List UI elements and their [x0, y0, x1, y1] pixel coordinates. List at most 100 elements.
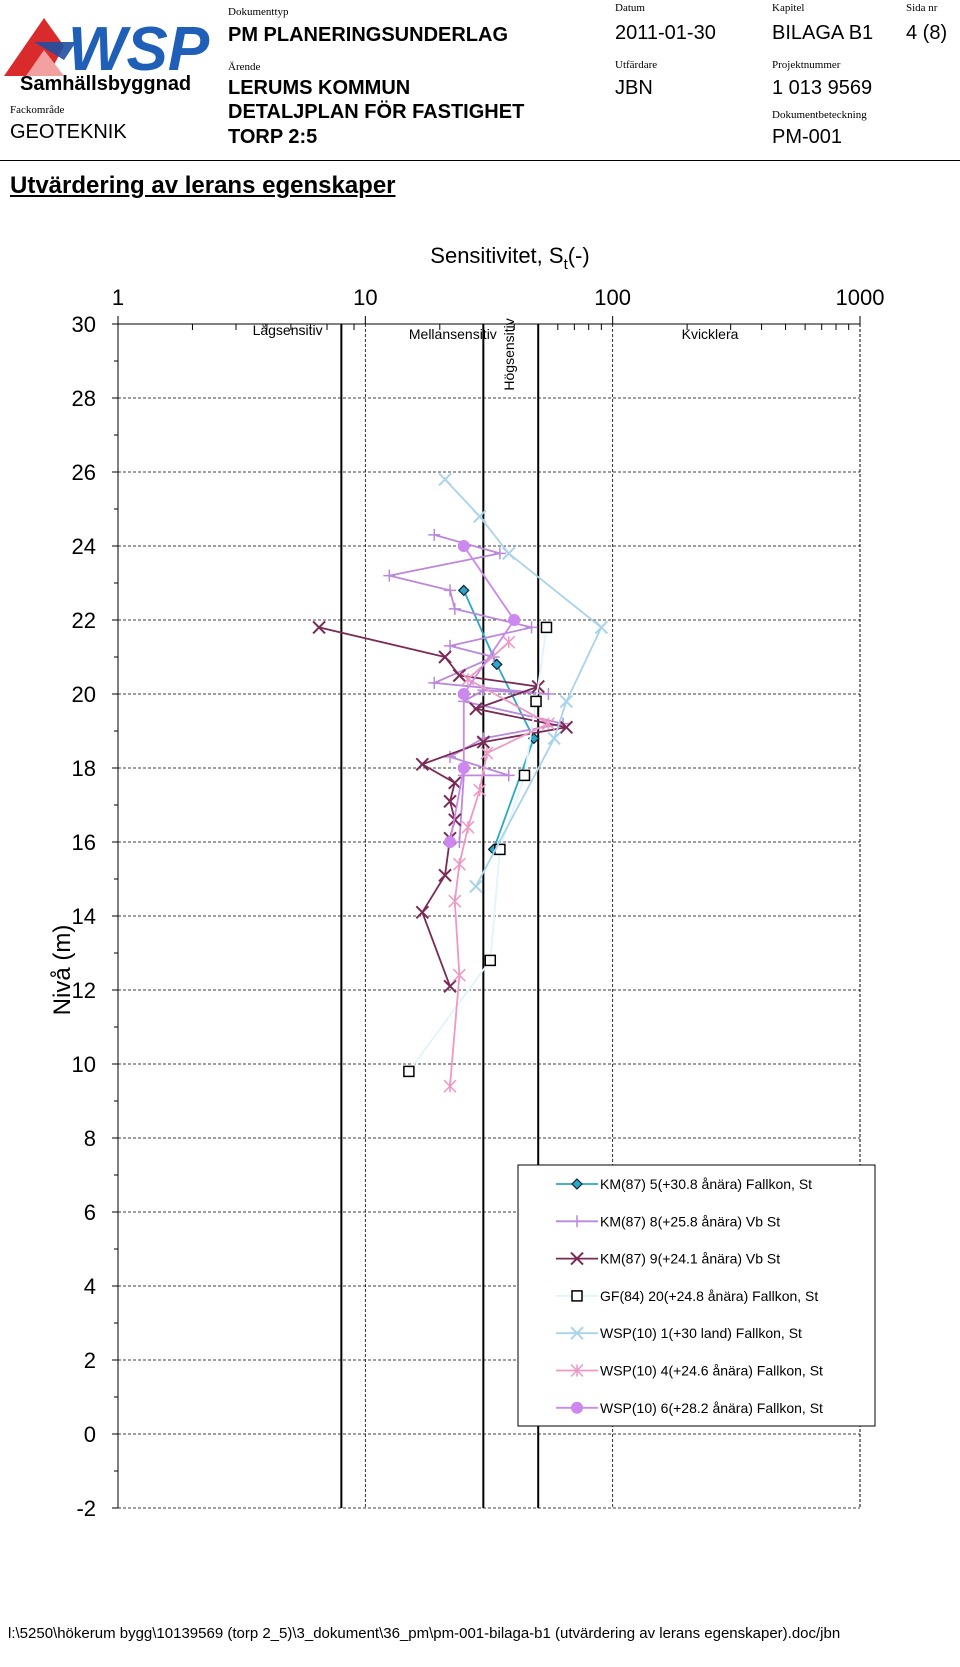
data-series	[403, 621, 553, 1078]
data-point	[457, 762, 470, 774]
data-point	[541, 717, 555, 731]
legend-entry: KM(87) 5(+30.8 ånära) Fallkon, St	[600, 1176, 812, 1192]
data-point	[473, 783, 487, 797]
data-point	[502, 635, 516, 649]
date-label: Datum	[615, 2, 645, 14]
data-point	[415, 757, 430, 772]
y-tick-label: 8	[84, 1126, 96, 1151]
chapter-label: Kapitel	[772, 2, 805, 14]
y-tick-label: 24	[72, 534, 96, 559]
subject-line-1: LERUMS KOMMUN	[228, 77, 411, 99]
file-path-footer: l:\5250\hökerum bygg\10139569 (torp 2_5)…	[8, 1625, 841, 1642]
data-point	[443, 794, 457, 809]
page-heading: Utvärdering av lerans egenskaper	[10, 172, 396, 199]
data-point	[444, 639, 457, 652]
legend-entry: KM(87) 8(+25.8 ånära) Vb St	[600, 1213, 780, 1229]
svg-text:WSP: WSP	[68, 15, 210, 80]
subject-line-2: DETALJPLAN FÖR FASTIGHET	[228, 101, 525, 123]
division-name: Samhällsbyggnad	[20, 73, 192, 95]
y-axis-label: Nivå (m)	[49, 925, 76, 1016]
data-point	[502, 546, 516, 561]
data-point	[438, 650, 452, 664]
legend-entry: WSP(10) 6(+28.2 ånära) Fallkon, St	[600, 1400, 823, 1416]
wsp-logo: WSP	[4, 15, 210, 80]
page-value: 4 (8)	[906, 22, 948, 44]
zone-label: Lågsensitiv	[253, 322, 323, 338]
series-line	[408, 627, 548, 1072]
data-point	[559, 694, 574, 709]
data-point	[428, 528, 441, 541]
y-tick-label: 0	[84, 1422, 96, 1447]
data-point	[443, 979, 457, 994]
y-tick-label: 20	[72, 682, 96, 707]
x-tick-label: 1000	[836, 285, 885, 310]
field-label: Fackområde	[10, 104, 65, 116]
data-point	[444, 750, 457, 763]
y-tick-label: 18	[72, 756, 96, 781]
data-point	[428, 676, 441, 689]
data-point	[480, 746, 494, 760]
data-point	[438, 868, 452, 883]
data-point	[594, 620, 609, 635]
doctype-value: PM PLANERINGSUNDERLAG	[228, 24, 509, 46]
data-point	[540, 621, 553, 634]
data-series	[444, 540, 521, 848]
x-tick-label: 1	[112, 285, 124, 310]
y-tick-label: 16	[72, 830, 96, 855]
data-point	[484, 954, 497, 967]
y-tick-label: 28	[72, 386, 96, 411]
data-point	[571, 1290, 583, 1302]
data-point	[559, 720, 574, 735]
data-point	[312, 620, 326, 635]
zone-label: Kvicklera	[682, 326, 739, 342]
zone-label: Mellansensitiv	[409, 326, 497, 342]
series-line	[462, 590, 535, 850]
x-tick-label: 10	[353, 285, 377, 310]
data-point	[444, 584, 457, 597]
project-value: 1 013 9569	[772, 77, 873, 99]
data-series	[438, 472, 609, 894]
docid-value: PM-001	[772, 126, 843, 148]
series-line	[318, 626, 567, 987]
legend-entry: WSP(10) 4(+24.6 ånära) Fallkon, St	[600, 1363, 823, 1379]
data-point	[570, 1363, 584, 1378]
legend: KM(87) 5(+30.8 ånära) Fallkon, St KM(87) …	[517, 1164, 876, 1427]
data-point	[444, 836, 457, 848]
data-point	[547, 731, 561, 746]
data-point	[443, 1079, 457, 1093]
grid-layer	[117, 323, 861, 1509]
y-tick-label: 6	[84, 1200, 96, 1225]
data-point	[457, 584, 470, 597]
data-point	[415, 905, 430, 920]
data-point	[525, 621, 538, 634]
data-point	[461, 820, 475, 834]
series-line	[389, 534, 564, 843]
data-point	[457, 688, 470, 700]
zone-label: Högsensitiv	[501, 318, 517, 390]
legend-entry: KM(87) 9(+24.1 ånära) Vb St	[600, 1251, 780, 1267]
data-point	[570, 1251, 584, 1266]
y-tick-label: 26	[72, 460, 96, 485]
data-point	[502, 769, 515, 782]
sensitivity-chart: Sensitivitet, St(-) Nivå (m) Lågsensitiv…	[49, 243, 885, 1521]
data-point	[570, 1326, 584, 1340]
legend-entry: GF(84) 20(+24.8 ånära) Fallkon, St	[600, 1288, 818, 1304]
data-point	[571, 1178, 583, 1190]
data-point	[452, 668, 467, 683]
data-point	[452, 857, 466, 871]
field-value: GEOTEKNIK	[10, 121, 127, 143]
y-tick-label: -2	[76, 1496, 96, 1521]
data-point	[452, 968, 466, 982]
data-point	[469, 702, 483, 716]
data-point	[469, 879, 483, 894]
page-label: Sida nr	[906, 2, 938, 14]
series-layer	[312, 472, 609, 1093]
data-point	[476, 735, 491, 749]
data-point	[571, 1215, 583, 1228]
data-point	[530, 695, 542, 708]
data-point	[457, 540, 470, 552]
data-point	[448, 894, 462, 908]
chart-title: Sensitivitet, St(-)	[430, 243, 589, 273]
subject-line-3: TORP 2:5	[228, 126, 318, 148]
data-point	[448, 776, 462, 790]
